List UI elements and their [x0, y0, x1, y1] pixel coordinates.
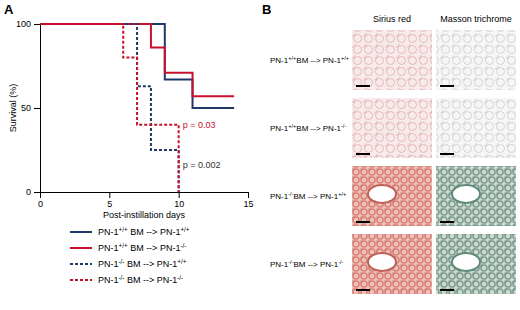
legend-item: PN-1+/+ BM --> PN-1+/+: [70, 226, 190, 238]
legend-label: PN-1+/+ BM --> PN-1-/-: [98, 242, 186, 254]
tick-mark: [34, 192, 40, 193]
axis-line: [41, 192, 249, 193]
legend-item: PN-1-/- BM --> PN-1+/+: [70, 258, 187, 270]
figure: A B 0 5 10 15 0 50 100 Post-instillation days Surv…: [0, 0, 520, 310]
histology-image: [352, 166, 432, 226]
tick-mark: [248, 192, 249, 198]
legend: PN-1+/+ BM --> PN-1+/+ PN-1+/+ BM --> PN-…: [70, 226, 190, 286]
legend-swatch: [70, 231, 92, 233]
panel-label: A: [4, 2, 14, 17]
y-axis-title: Survival (%): [8, 84, 18, 133]
scale-bar: [356, 153, 370, 155]
tick: 50: [21, 103, 40, 113]
tick-mark: [109, 192, 110, 198]
panel-label: B: [262, 2, 271, 17]
tick: 0: [38, 192, 43, 209]
legend-swatch: [70, 263, 92, 265]
legend-label: PN-1-/- BM --> PN-1-/-: [98, 274, 183, 286]
plot-area: [40, 24, 234, 192]
axis-line: [40, 25, 41, 193]
scale-bar: [440, 221, 454, 223]
tick-label: 100: [16, 19, 31, 29]
histology-image: [436, 166, 516, 226]
histology-image: [352, 98, 432, 158]
legend-item: PN-1-/- BM --> PN-1-/-: [70, 274, 183, 286]
tick: 0: [26, 187, 40, 197]
tick-mark: [40, 192, 41, 198]
airway: [452, 253, 480, 271]
legend-swatch: [70, 247, 92, 249]
legend-label: PN-1+/+ BM --> PN-1+/+: [98, 226, 190, 238]
tick: 15: [243, 192, 253, 209]
y-axis: 0 50 100: [16, 19, 41, 197]
histology-image: [352, 234, 432, 294]
tick: 5: [107, 192, 112, 209]
survival-curve: [40, 24, 234, 108]
histology-image: [436, 98, 516, 158]
tick-mark: [34, 24, 40, 25]
x-axis-title: Post-instillation days: [103, 210, 186, 220]
scale-bar: [356, 221, 370, 223]
legend-swatch: [70, 279, 92, 281]
survival-curve: [40, 24, 179, 192]
tick-label: 5: [107, 199, 112, 209]
annotation: p = 0.03: [183, 120, 216, 130]
scale-bar: [440, 289, 454, 291]
row-label: PN-1-/-BM --> PN-1+/+: [270, 191, 346, 201]
tick-label: 0: [38, 199, 43, 209]
tick-label: 10: [174, 199, 184, 209]
row-label: PN-1+/+BM --> PN-1-/-: [270, 123, 346, 133]
row-label: PN-1-/-BM --> PN-1-/-: [270, 259, 344, 269]
x-axis: 0 5 10 15: [38, 192, 254, 209]
histology-image: [352, 30, 432, 90]
tick: 10: [174, 192, 184, 209]
tick-mark: [34, 108, 40, 109]
scale-bar: [440, 153, 454, 155]
column-header: Sirius red: [373, 14, 411, 24]
scale-bar: [356, 289, 370, 291]
tick: 100: [16, 19, 40, 29]
airway: [368, 185, 396, 203]
tick-label: 0: [26, 187, 31, 197]
tick-label: 50: [21, 103, 31, 113]
tick-label: 15: [243, 199, 253, 209]
row-label: PN-1+/+BM --> PN-1+/+: [270, 55, 349, 65]
histology-image: [436, 234, 516, 294]
tick-mark: [179, 192, 180, 198]
airway: [368, 253, 396, 271]
annotation: p = 0.002: [183, 160, 221, 170]
scale-bar: [440, 85, 454, 87]
survival-curve: [40, 24, 179, 192]
legend-label: PN-1-/- BM --> PN-1+/+: [98, 258, 187, 270]
column-header: Masson trichrome: [440, 14, 512, 24]
histology-image: [436, 30, 516, 90]
scale-bar: [356, 85, 370, 87]
legend-item: PN-1+/+ BM --> PN-1-/-: [70, 242, 186, 254]
airway: [452, 185, 480, 203]
